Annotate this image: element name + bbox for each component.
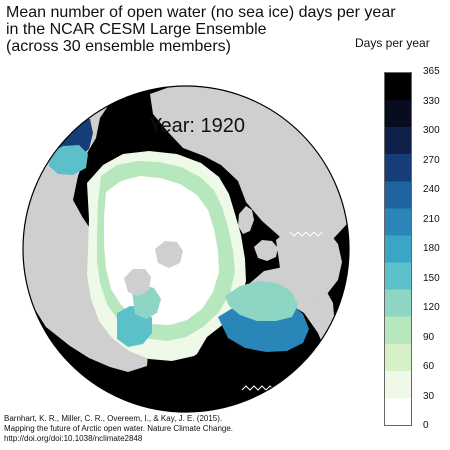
island-new-siberia [200,113,215,129]
title-line-1: Mean number of open water (no sea ice) d… [6,4,396,21]
year-label: Year: 1920 [149,115,246,137]
island-svalbard [254,240,278,261]
citation: Barnhart, K. R., Miller, C. R., Overeem,… [4,414,233,444]
legend-tick-label: 180 [423,243,440,254]
island-novaya-zemlya [238,206,254,234]
legend-tick-label: 120 [423,302,440,313]
legend-tick-label: 330 [423,95,440,107]
legend-tick-label: 240 [423,184,440,195]
legend-tick-label: 150 [423,272,440,284]
title-line-3: (across 30 ensemble members) [6,38,231,55]
legend-tick-label: 60 [423,361,435,372]
open-water-pacific-shelf [48,145,88,175]
land-europe [276,224,342,301]
island-baffin [124,269,151,296]
citation-line-2: Mapping the future of Arctic open water.… [4,424,234,433]
open-water-atlantic-light [225,281,298,321]
legend-tick-label: 30 [423,390,435,402]
citation-line-1: Barnhart, K. R., Miller, C. R., Overeem,… [4,414,223,423]
citation-line-3: http://doi.org/doi:10.1038/nclimate2848 [4,434,143,443]
legend-colorbar [384,72,412,426]
coastline-grid-south [241,385,275,391]
coastline-grid-east [289,231,323,237]
map-title: Mean number of open water (no sea ice) d… [6,4,396,55]
globe-outline [22,85,350,413]
legend-tick-label: 365 [423,66,440,77]
legend-tick-label: 270 [423,154,440,166]
legend-title: Days per year [355,36,430,50]
legend-tick-label: 300 [423,125,440,136]
legend-tick-label: 0 [423,420,429,431]
legend-tick-label: 210 [423,213,440,225]
legend-tick-label: 90 [423,331,435,343]
title-line-2: in the NCAR CESM Large Ensemble [6,21,267,38]
island-ellesmere [155,241,183,268]
map-content [23,86,349,412]
